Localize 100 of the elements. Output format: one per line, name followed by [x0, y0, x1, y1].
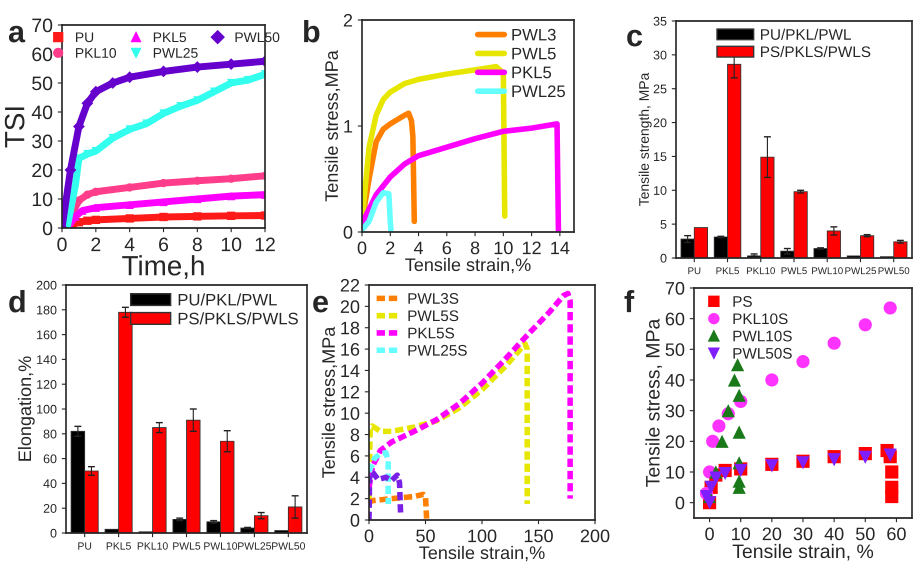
y-tick-label: 20 [666, 435, 684, 448]
y-tick-label: 70 [32, 18, 52, 32]
y-tick-label: 60 [666, 312, 684, 326]
x-tick-label: 2 [91, 238, 100, 252]
y-tick-label: 50 [32, 76, 52, 90]
x-tick-label: PKL10 [746, 267, 775, 274]
x-tick-label: 8 [470, 242, 480, 254]
legend-label: PS/PKLS/PWLS [761, 46, 870, 58]
y-tick-label: 10 [32, 192, 52, 206]
y-tick-label: 5 [660, 220, 666, 229]
y-tick-label: 10 [654, 186, 666, 195]
chart-title: e [313, 296, 328, 312]
y-tick-label: 20 [44, 504, 56, 513]
y-axis-title: Tensile stress, MPa [645, 318, 662, 487]
x-tick-label: 10 [494, 242, 513, 254]
x-tick-label: PKL5 [716, 267, 740, 274]
x-tick-label: 40 [824, 528, 844, 540]
y-tick-label: 80 [44, 430, 56, 438]
x-tick-label: PWL50 [878, 267, 910, 274]
y-tick-label: 16 [341, 343, 360, 356]
x-tick-label: 0 [705, 528, 714, 540]
x-tick-label: PU [688, 267, 700, 274]
legend-label: PS/PKLS/PWLS [178, 312, 298, 324]
y-tick-label: 60 [44, 454, 56, 464]
x-tick-label: PWL25 [238, 542, 272, 550]
y-axis-title: Tensile stress,MPa [324, 50, 340, 202]
y-tick-label: 0 [660, 254, 666, 263]
y-axis-title: Tensile stress,MPa [322, 326, 338, 478]
x-tick-label: 20 [762, 528, 782, 540]
legend-label: PKL5 [512, 66, 552, 78]
x-tick-label: PWL5 [782, 267, 807, 274]
y-tick-label: 70 [666, 282, 684, 295]
legend-label: PKL10 [76, 48, 116, 58]
y-tick-label: 12 [341, 386, 360, 398]
x-tick-label: 150 [524, 530, 553, 542]
x-axis-title: Tensile strain,% [405, 258, 531, 274]
y-tick-label: 30 [32, 134, 52, 148]
x-tick-label: PWL5 [173, 542, 200, 550]
legend-label: PWL10S [733, 330, 792, 342]
y-tick-label: 20 [32, 163, 52, 178]
legend-label: PWL25S [408, 344, 467, 356]
y-tick-label: 18 [341, 322, 360, 334]
y-tick-label: 6 [350, 450, 360, 463]
y-tick-label: 20 [340, 300, 360, 314]
chart-title: f [624, 290, 634, 312]
x-tick-label: 8 [192, 238, 202, 252]
x-tick-label: 30 [794, 528, 812, 540]
x-tick-label: 10 [732, 528, 750, 540]
x-tick-label: 2 [386, 242, 394, 254]
y-tick-label: 2 [350, 492, 360, 506]
y-tick-label: 30 [654, 50, 666, 60]
y-tick-label: 35 [654, 16, 666, 26]
legend-label: PWL25 [512, 85, 565, 98]
y-axis-title: Elongation,% [18, 356, 35, 461]
chart-title: c [627, 30, 642, 46]
y-tick-label: 200 [36, 280, 56, 290]
chart-title: d [9, 290, 25, 312]
legend-label: PWL5 [512, 48, 556, 60]
x-tick-label: 6 [442, 242, 452, 254]
x-tick-label: PWL10 [204, 542, 238, 550]
legend-label: PWL3 [512, 28, 556, 41]
y-tick-label: 30 [666, 404, 684, 418]
y-tick-label: 25 [654, 84, 666, 94]
legend-label: PS [733, 296, 752, 307]
y-tick-label: 50 [666, 343, 684, 356]
x-tick-label: PKL5 [106, 542, 131, 550]
y-tick-label: 8 [350, 428, 360, 442]
x-tick-label: PU [78, 542, 92, 550]
x-tick-label: 50 [416, 530, 435, 542]
y-tick-label: 160 [37, 330, 56, 340]
y-tick-label: 0 [350, 514, 360, 527]
x-tick-label: 12 [522, 242, 541, 254]
x-tick-label: PWL25 [845, 267, 876, 274]
legend-label: PU [76, 32, 94, 42]
x-tick-label: 12 [256, 238, 275, 252]
x-axis-title: Tensile strain, % [732, 544, 874, 560]
y-tick-label: 40 [32, 105, 52, 120]
y-tick-label: 0 [344, 226, 352, 239]
y-tick-label: 20 [654, 118, 666, 128]
y-tick-label: 40 [43, 479, 56, 488]
x-tick-label: 50 [856, 528, 875, 540]
y-tick-label: 140 [37, 355, 56, 364]
x-tick-label: 0 [57, 238, 67, 252]
y-tick-label: 14 [341, 364, 360, 377]
x-tick-label: 10 [222, 238, 242, 252]
legend-label: PWL5S [408, 310, 458, 322]
legend-label: PWL3S [408, 293, 458, 304]
legend-label: PWL25 [154, 48, 198, 58]
x-tick-label: 4 [124, 238, 135, 252]
legend-label: PU/PKL/PWL [761, 28, 851, 40]
x-tick-label: PWL50 [272, 542, 306, 550]
y-tick-label: 10 [341, 407, 360, 420]
chart-title: a [8, 26, 26, 42]
y-tick-label: 60 [32, 47, 52, 62]
x-axis-title: Time,h [122, 255, 204, 279]
x-tick-label: 0 [364, 530, 374, 542]
y-tick-label: 4 [350, 471, 360, 484]
y-tick-label: 1 [344, 120, 352, 133]
x-tick-label: PKL10 [138, 542, 168, 550]
y-tick-label: 10 [666, 466, 684, 479]
